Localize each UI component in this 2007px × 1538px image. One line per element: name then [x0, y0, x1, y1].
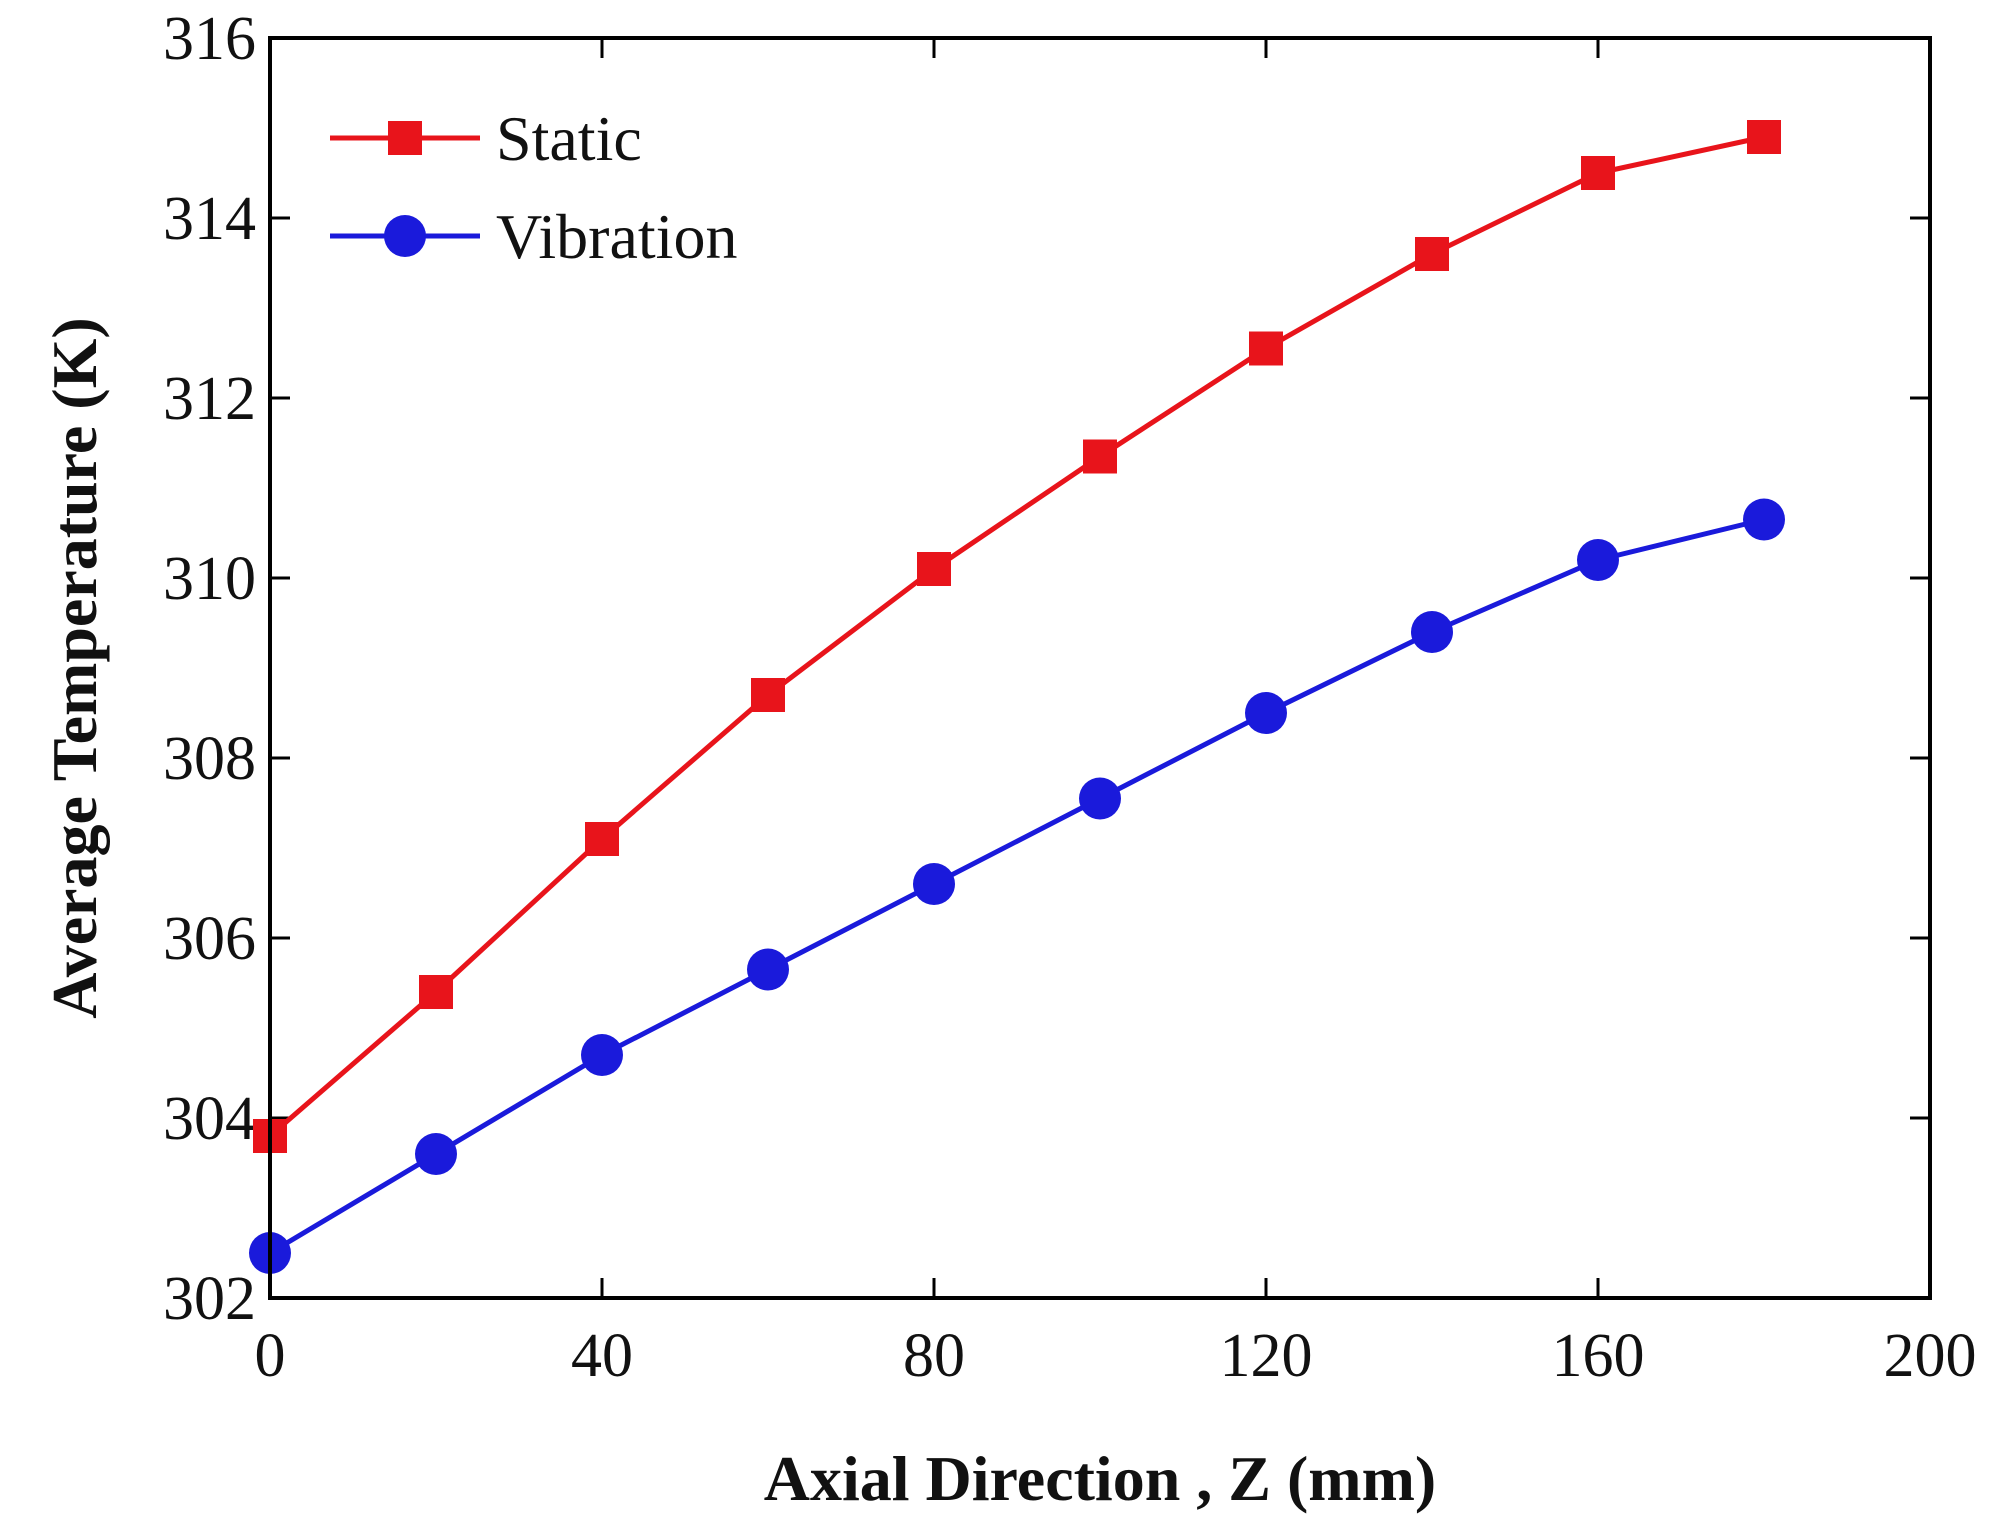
series-layer	[249, 120, 1785, 1274]
data-point-vibration	[913, 863, 955, 905]
x-axis-label: Axial Direction , Z (mm)	[764, 1443, 1436, 1514]
data-point-vibration	[1245, 692, 1287, 734]
data-point-static	[1083, 439, 1117, 474]
legend-static-label: Static	[496, 103, 642, 174]
data-point-vibration	[581, 1034, 623, 1076]
data-point-static	[1747, 120, 1781, 154]
x-tick-label: 160	[1552, 1322, 1645, 1390]
x-tick-label: 120	[1220, 1322, 1313, 1390]
data-point-static	[751, 678, 785, 712]
data-point-vibration	[1743, 498, 1785, 541]
x-tick-label: 0	[255, 1322, 286, 1390]
data-point-static	[917, 552, 951, 586]
data-point-static	[1415, 237, 1449, 271]
legend-vibration-label: Vibration	[496, 201, 737, 272]
y-tick-label: 306	[163, 905, 256, 973]
data-point-vibration	[1079, 777, 1121, 820]
y-axis-label: Average Temperature (K)	[39, 317, 110, 1018]
series-line-static	[268, 134, 1765, 1138]
y-tick-label: 302	[163, 1265, 256, 1333]
y-tick-label: 316	[163, 5, 256, 73]
data-point-static	[585, 822, 619, 856]
legend-vibration-marker	[384, 215, 426, 257]
y-tick-label: 312	[163, 365, 256, 433]
data-point-static	[1249, 331, 1283, 366]
data-point-static	[1581, 156, 1615, 190]
x-tick-label: 200	[1884, 1322, 1977, 1390]
y-tick-label: 314	[163, 185, 256, 253]
plot-area-frame	[268, 36, 1932, 1300]
x-tick-label: 40	[571, 1322, 633, 1390]
data-point-vibration	[1577, 539, 1619, 581]
legend: Static Vibration	[330, 103, 737, 272]
data-point-static	[419, 975, 453, 1009]
y-tick-label: 310	[163, 545, 256, 613]
data-point-vibration	[415, 1133, 457, 1175]
legend-static-marker	[388, 121, 422, 155]
series-line-vibration	[268, 517, 1765, 1256]
legend-item-static: Static	[330, 103, 642, 174]
y-tick-label: 308	[163, 725, 256, 793]
y-tick-label: 304	[163, 1085, 256, 1153]
x-tick-label: 80	[903, 1322, 965, 1390]
data-point-vibration	[747, 948, 789, 991]
data-point-vibration	[1411, 611, 1453, 653]
x-axis-ticks: 0 40 80 120 160 200	[255, 38, 1977, 1390]
legend-item-vibration: Vibration	[330, 201, 737, 272]
y-axis-ticks: 302 304 306 308 310 312 314 316	[163, 5, 1930, 1333]
